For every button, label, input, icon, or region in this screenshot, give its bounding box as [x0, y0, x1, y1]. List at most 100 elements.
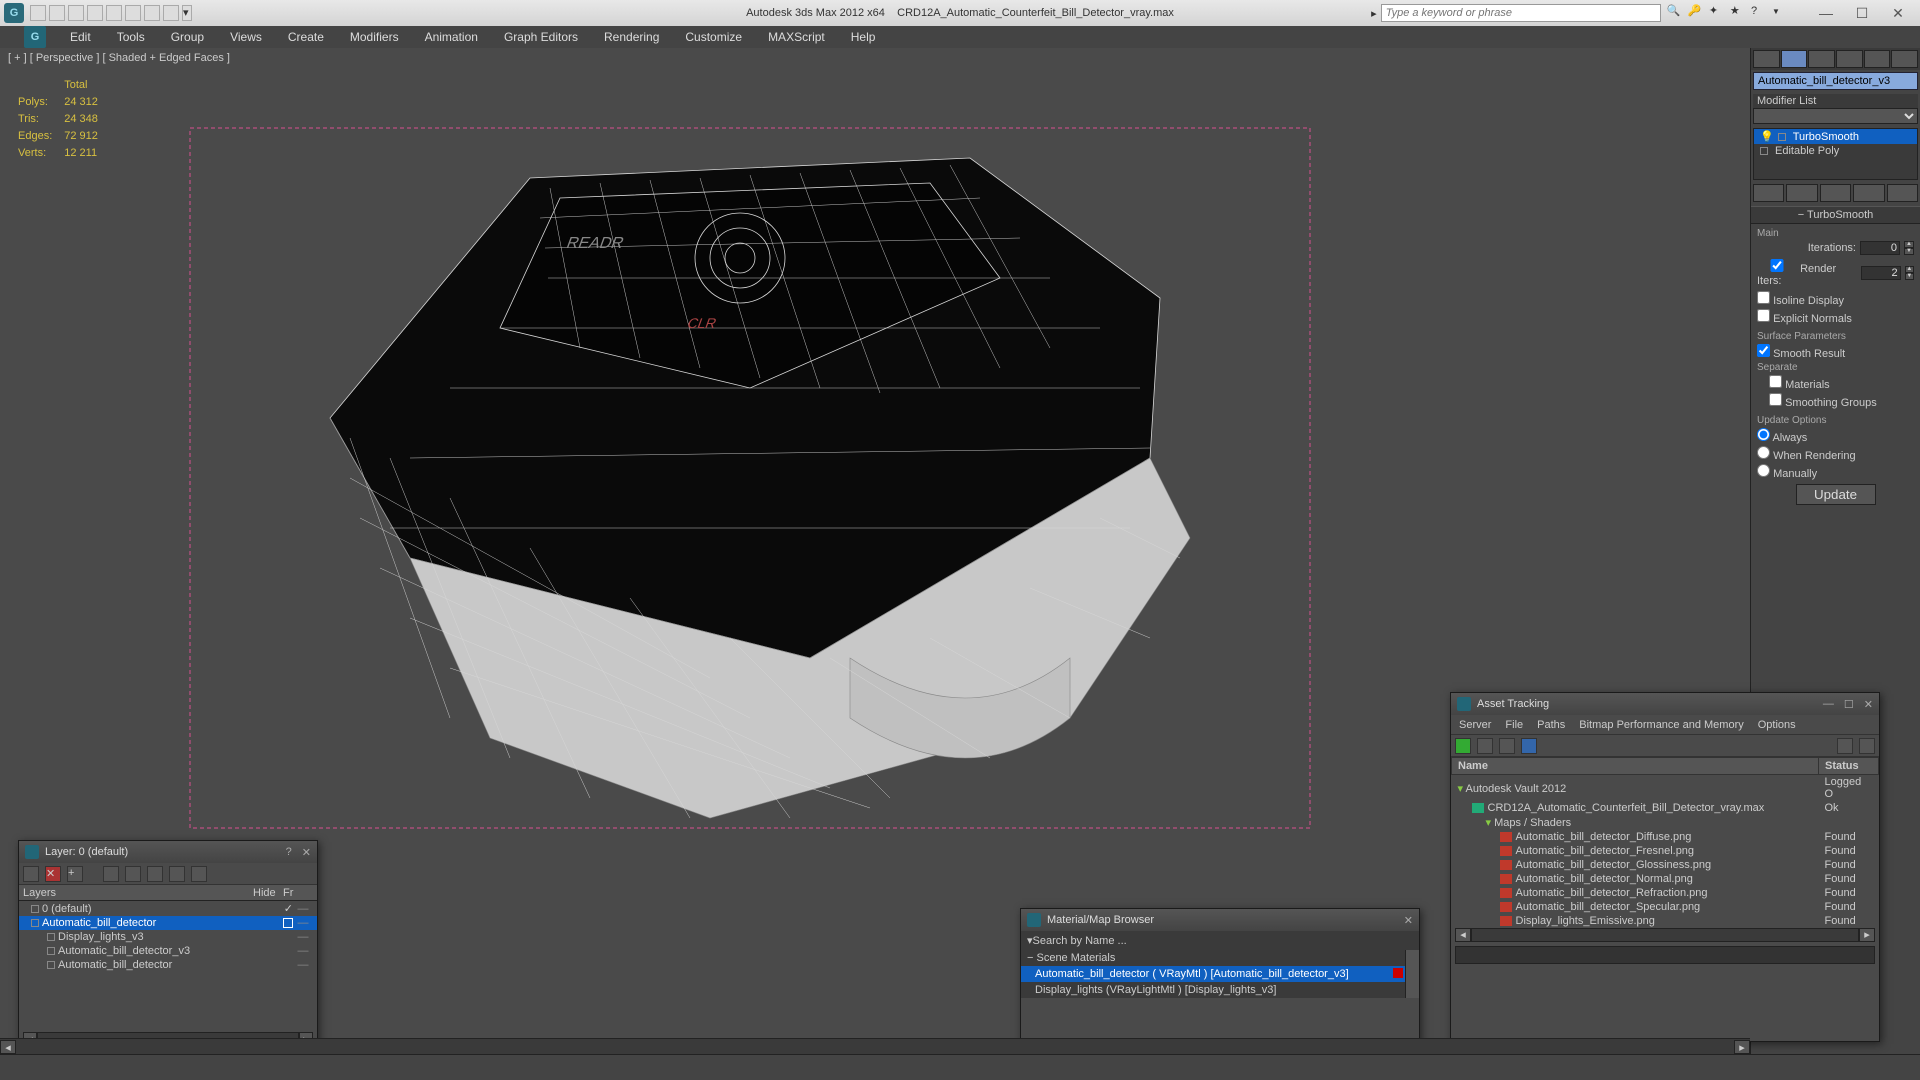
menu-modifiers[interactable]: Modifiers: [340, 28, 409, 46]
timeline-scrollbar[interactable]: ◂ ▸: [0, 1038, 1750, 1054]
asset-row[interactable]: Display_lights_Emissive.pngFound: [1452, 914, 1879, 928]
qat-btn[interactable]: [30, 5, 46, 21]
spin-up[interactable]: ▲: [1905, 266, 1914, 273]
isoline-check[interactable]: [1757, 291, 1770, 304]
layer-row[interactable]: Automatic_bill_detector—: [19, 916, 317, 930]
layer-row[interactable]: Display_lights_v3—: [19, 930, 317, 944]
configure-sets-button[interactable]: [1887, 184, 1918, 202]
asset-tool-button[interactable]: [1455, 738, 1471, 754]
menu-maxscript[interactable]: MAXScript: [758, 28, 835, 46]
delete-layer-button[interactable]: ✕: [45, 866, 61, 882]
add-to-layer-button[interactable]: +: [67, 866, 83, 882]
menu-rendering[interactable]: Rendering: [594, 28, 669, 46]
layer-tool-button[interactable]: [103, 866, 119, 882]
asset-row[interactable]: ▾ Maps / Shaders: [1452, 815, 1879, 830]
sep-materials-check[interactable]: [1769, 375, 1782, 388]
material-item[interactable]: Automatic_bill_detector ( VRayMtl ) [Aut…: [1021, 966, 1405, 982]
key-icon[interactable]: 🔑: [1688, 4, 1704, 20]
scroll-left[interactable]: ◂: [0, 1040, 16, 1054]
scroll-right[interactable]: ▸: [1859, 928, 1875, 942]
asset-row[interactable]: Automatic_bill_detector_Fresnel.pngFound: [1452, 844, 1879, 858]
layer-tool-button[interactable]: [125, 866, 141, 882]
layer-list[interactable]: 0 (default)✓—Automatic_bill_detector—Dis…: [19, 901, 317, 991]
menu-animation[interactable]: Animation: [415, 28, 488, 46]
asset-row[interactable]: ▾ Autodesk Vault 2012Logged O: [1452, 775, 1879, 802]
asset-row[interactable]: Automatic_bill_detector_Specular.pngFoun…: [1452, 900, 1879, 914]
update-button[interactable]: Update: [1796, 484, 1876, 505]
bulb-icon[interactable]: 💡: [1760, 130, 1774, 143]
menu-group[interactable]: Group: [161, 28, 214, 46]
app-menu-button[interactable]: G: [24, 26, 46, 48]
refresh-button[interactable]: [1837, 738, 1853, 754]
make-unique-button[interactable]: [1820, 184, 1851, 202]
layer-row[interactable]: Automatic_bill_detector_v3—: [19, 944, 317, 958]
qat-btn[interactable]: [49, 5, 65, 21]
dropdown-icon[interactable]: ▼: [1772, 7, 1788, 23]
search-arrow-icon[interactable]: ▸: [1371, 7, 1377, 20]
material-scrollbar[interactable]: [1405, 950, 1419, 998]
stack-item-editablepoly[interactable]: Editable Poly: [1754, 144, 1917, 158]
qat-btn[interactable]: [68, 5, 84, 21]
maximize-button[interactable]: ☐: [1844, 3, 1880, 23]
tab-display[interactable]: [1864, 50, 1891, 68]
iterations-input[interactable]: [1860, 241, 1900, 255]
help-icon[interactable]: ?: [1751, 5, 1767, 21]
scroll-right[interactable]: ▸: [1734, 1040, 1750, 1054]
menu-paths[interactable]: Paths: [1537, 719, 1565, 731]
search-input[interactable]: [1381, 4, 1661, 22]
close-button[interactable]: ✕: [1404, 914, 1413, 927]
close-button[interactable]: ✕: [302, 846, 311, 859]
asset-table[interactable]: NameStatus ▾ Autodesk Vault 2012Logged O…: [1451, 757, 1879, 928]
qat-dropdown[interactable]: ▾: [182, 5, 192, 21]
spin-down[interactable]: ▼: [1904, 248, 1914, 255]
qat-btn[interactable]: [87, 5, 103, 21]
asset-hscrollbar[interactable]: [1471, 928, 1859, 942]
modifier-list-dropdown[interactable]: [1753, 108, 1918, 124]
update-manual-radio[interactable]: [1757, 464, 1770, 477]
render-iters-input[interactable]: [1861, 266, 1901, 280]
asset-row[interactable]: Automatic_bill_detector_Refraction.pngFo…: [1452, 886, 1879, 900]
asset-row[interactable]: Automatic_bill_detector_Normal.pngFound: [1452, 872, 1879, 886]
render-iters-check[interactable]: [1757, 259, 1797, 272]
menu-tools[interactable]: Tools: [107, 28, 155, 46]
maximize-button[interactable]: ☐: [1844, 698, 1854, 711]
layer-tool-button[interactable]: [191, 866, 207, 882]
show-end-result-button[interactable]: [1786, 184, 1817, 202]
asset-row[interactable]: Automatic_bill_detector_Glossiness.pngFo…: [1452, 858, 1879, 872]
close-button[interactable]: ✕: [1864, 698, 1873, 711]
qat-btn[interactable]: [144, 5, 160, 21]
scene-materials-category[interactable]: Scene Materials: [1021, 950, 1405, 966]
settings-button[interactable]: [1859, 738, 1875, 754]
asset-tool-button[interactable]: [1521, 738, 1537, 754]
qat-btn[interactable]: [163, 5, 179, 21]
smooth-result-check[interactable]: [1757, 344, 1770, 357]
minimize-button[interactable]: —: [1808, 3, 1844, 23]
modifier-stack[interactable]: 💡TurboSmooth Editable Poly: [1753, 128, 1918, 180]
stack-item-turbosmooth[interactable]: 💡TurboSmooth: [1754, 129, 1917, 144]
object-name-field[interactable]: Automatic_bill_detector_v3: [1753, 72, 1918, 90]
update-always-radio[interactable]: [1757, 428, 1770, 441]
binoculars-icon[interactable]: 🔍: [1667, 4, 1683, 20]
menu-grapheditors[interactable]: Graph Editors: [494, 28, 588, 46]
sep-smoothing-check[interactable]: [1769, 393, 1782, 406]
rollout-turbosmooth[interactable]: − TurboSmooth: [1751, 206, 1920, 224]
asset-tool-button[interactable]: [1499, 738, 1515, 754]
viewport-label[interactable]: [ + ] [ Perspective ] [ Shaded + Edged F…: [8, 52, 230, 64]
tab-motion[interactable]: [1836, 50, 1863, 68]
asset-row[interactable]: Automatic_bill_detector_Diffuse.pngFound: [1452, 830, 1879, 844]
menu-edit[interactable]: Edit: [60, 28, 101, 46]
menu-options[interactable]: Options: [1758, 719, 1796, 731]
layer-row[interactable]: Automatic_bill_detector—: [19, 958, 317, 972]
menu-help[interactable]: Help: [841, 28, 886, 46]
layer-row[interactable]: 0 (default)✓—: [19, 901, 317, 916]
menu-server[interactable]: Server: [1459, 719, 1491, 731]
material-item[interactable]: Display_lights (VRayLightMtl ) [Display_…: [1021, 982, 1405, 998]
explicit-normals-check[interactable]: [1757, 309, 1770, 322]
menu-file[interactable]: File: [1505, 719, 1523, 731]
tab-utilities[interactable]: [1891, 50, 1918, 68]
pin-stack-button[interactable]: [1753, 184, 1784, 202]
layer-tool-button[interactable]: [169, 866, 185, 882]
spin-down[interactable]: ▼: [1905, 273, 1914, 280]
close-button[interactable]: ✕: [1880, 3, 1916, 23]
exchange-icon[interactable]: ✦: [1709, 4, 1725, 20]
